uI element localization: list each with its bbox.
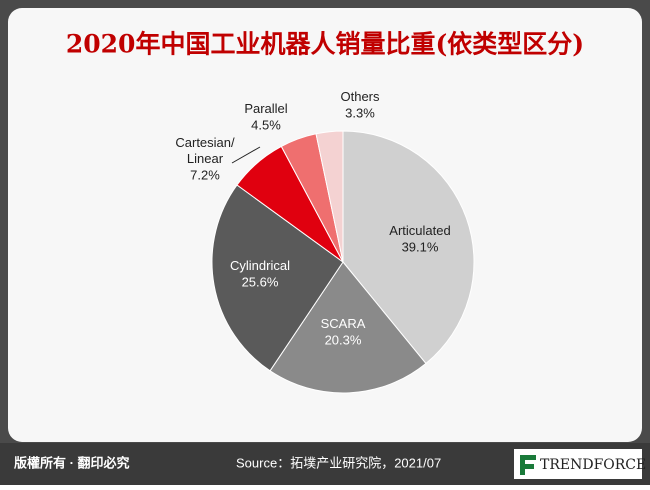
value-label: 3.3%: [345, 105, 375, 120]
slice-label: Parallel: [244, 101, 287, 116]
value-label: 39.1%: [402, 239, 439, 254]
rights: 版權所有 · 翻印必究: [14, 455, 130, 470]
pie-slice: [211, 184, 344, 372]
pie-slice: [342, 130, 475, 365]
logo-box: [514, 449, 642, 479]
value-label: 4.5%: [251, 117, 281, 132]
chart-title: 2020年中国工业机器人销量比重(依类型区分): [66, 30, 584, 59]
value-label: 25.6%: [242, 274, 279, 289]
source: Source：拓墣产业研究院，2021/07: [236, 455, 441, 470]
logo: TRENDFORCE: [540, 457, 646, 473]
value-label: 7.2%: [190, 167, 220, 182]
slice-label: Cartesian/Linear: [175, 135, 235, 166]
slice-label: Cylindrical: [230, 258, 290, 273]
pie-slice: [315, 130, 344, 263]
slice-label: Articulated: [389, 223, 450, 238]
slice-label: SCARA: [321, 316, 366, 331]
logo-icon: [520, 455, 536, 475]
slice-label: Others: [340, 89, 380, 104]
pie-slice: [269, 261, 427, 394]
value-label: 20.3%: [325, 332, 362, 347]
leader-line: [231, 146, 261, 164]
